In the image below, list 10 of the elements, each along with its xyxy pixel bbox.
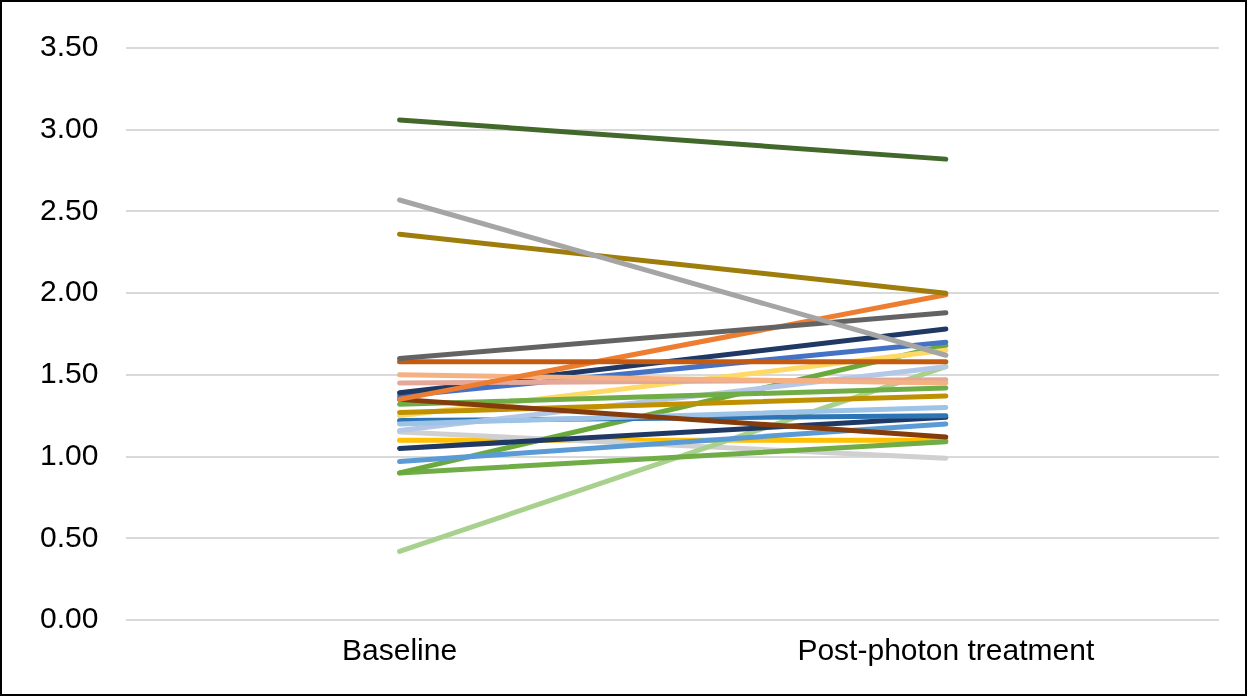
y-tick-label: 0.00 — [40, 601, 99, 635]
y-tick-label: 3.50 — [40, 29, 99, 63]
x-tick-label: Post-photon treatment — [797, 633, 1095, 667]
y-tick-label: 3.00 — [40, 110, 99, 144]
y-tick-label: 2.50 — [40, 192, 99, 226]
y-tick-label: 2.00 — [40, 274, 99, 308]
y-tick-label: 1.00 — [40, 437, 99, 471]
y-tick-label: 0.50 — [40, 519, 99, 553]
x-tick-label: Baseline — [342, 633, 458, 667]
y-tick-label: 1.50 — [40, 356, 99, 390]
